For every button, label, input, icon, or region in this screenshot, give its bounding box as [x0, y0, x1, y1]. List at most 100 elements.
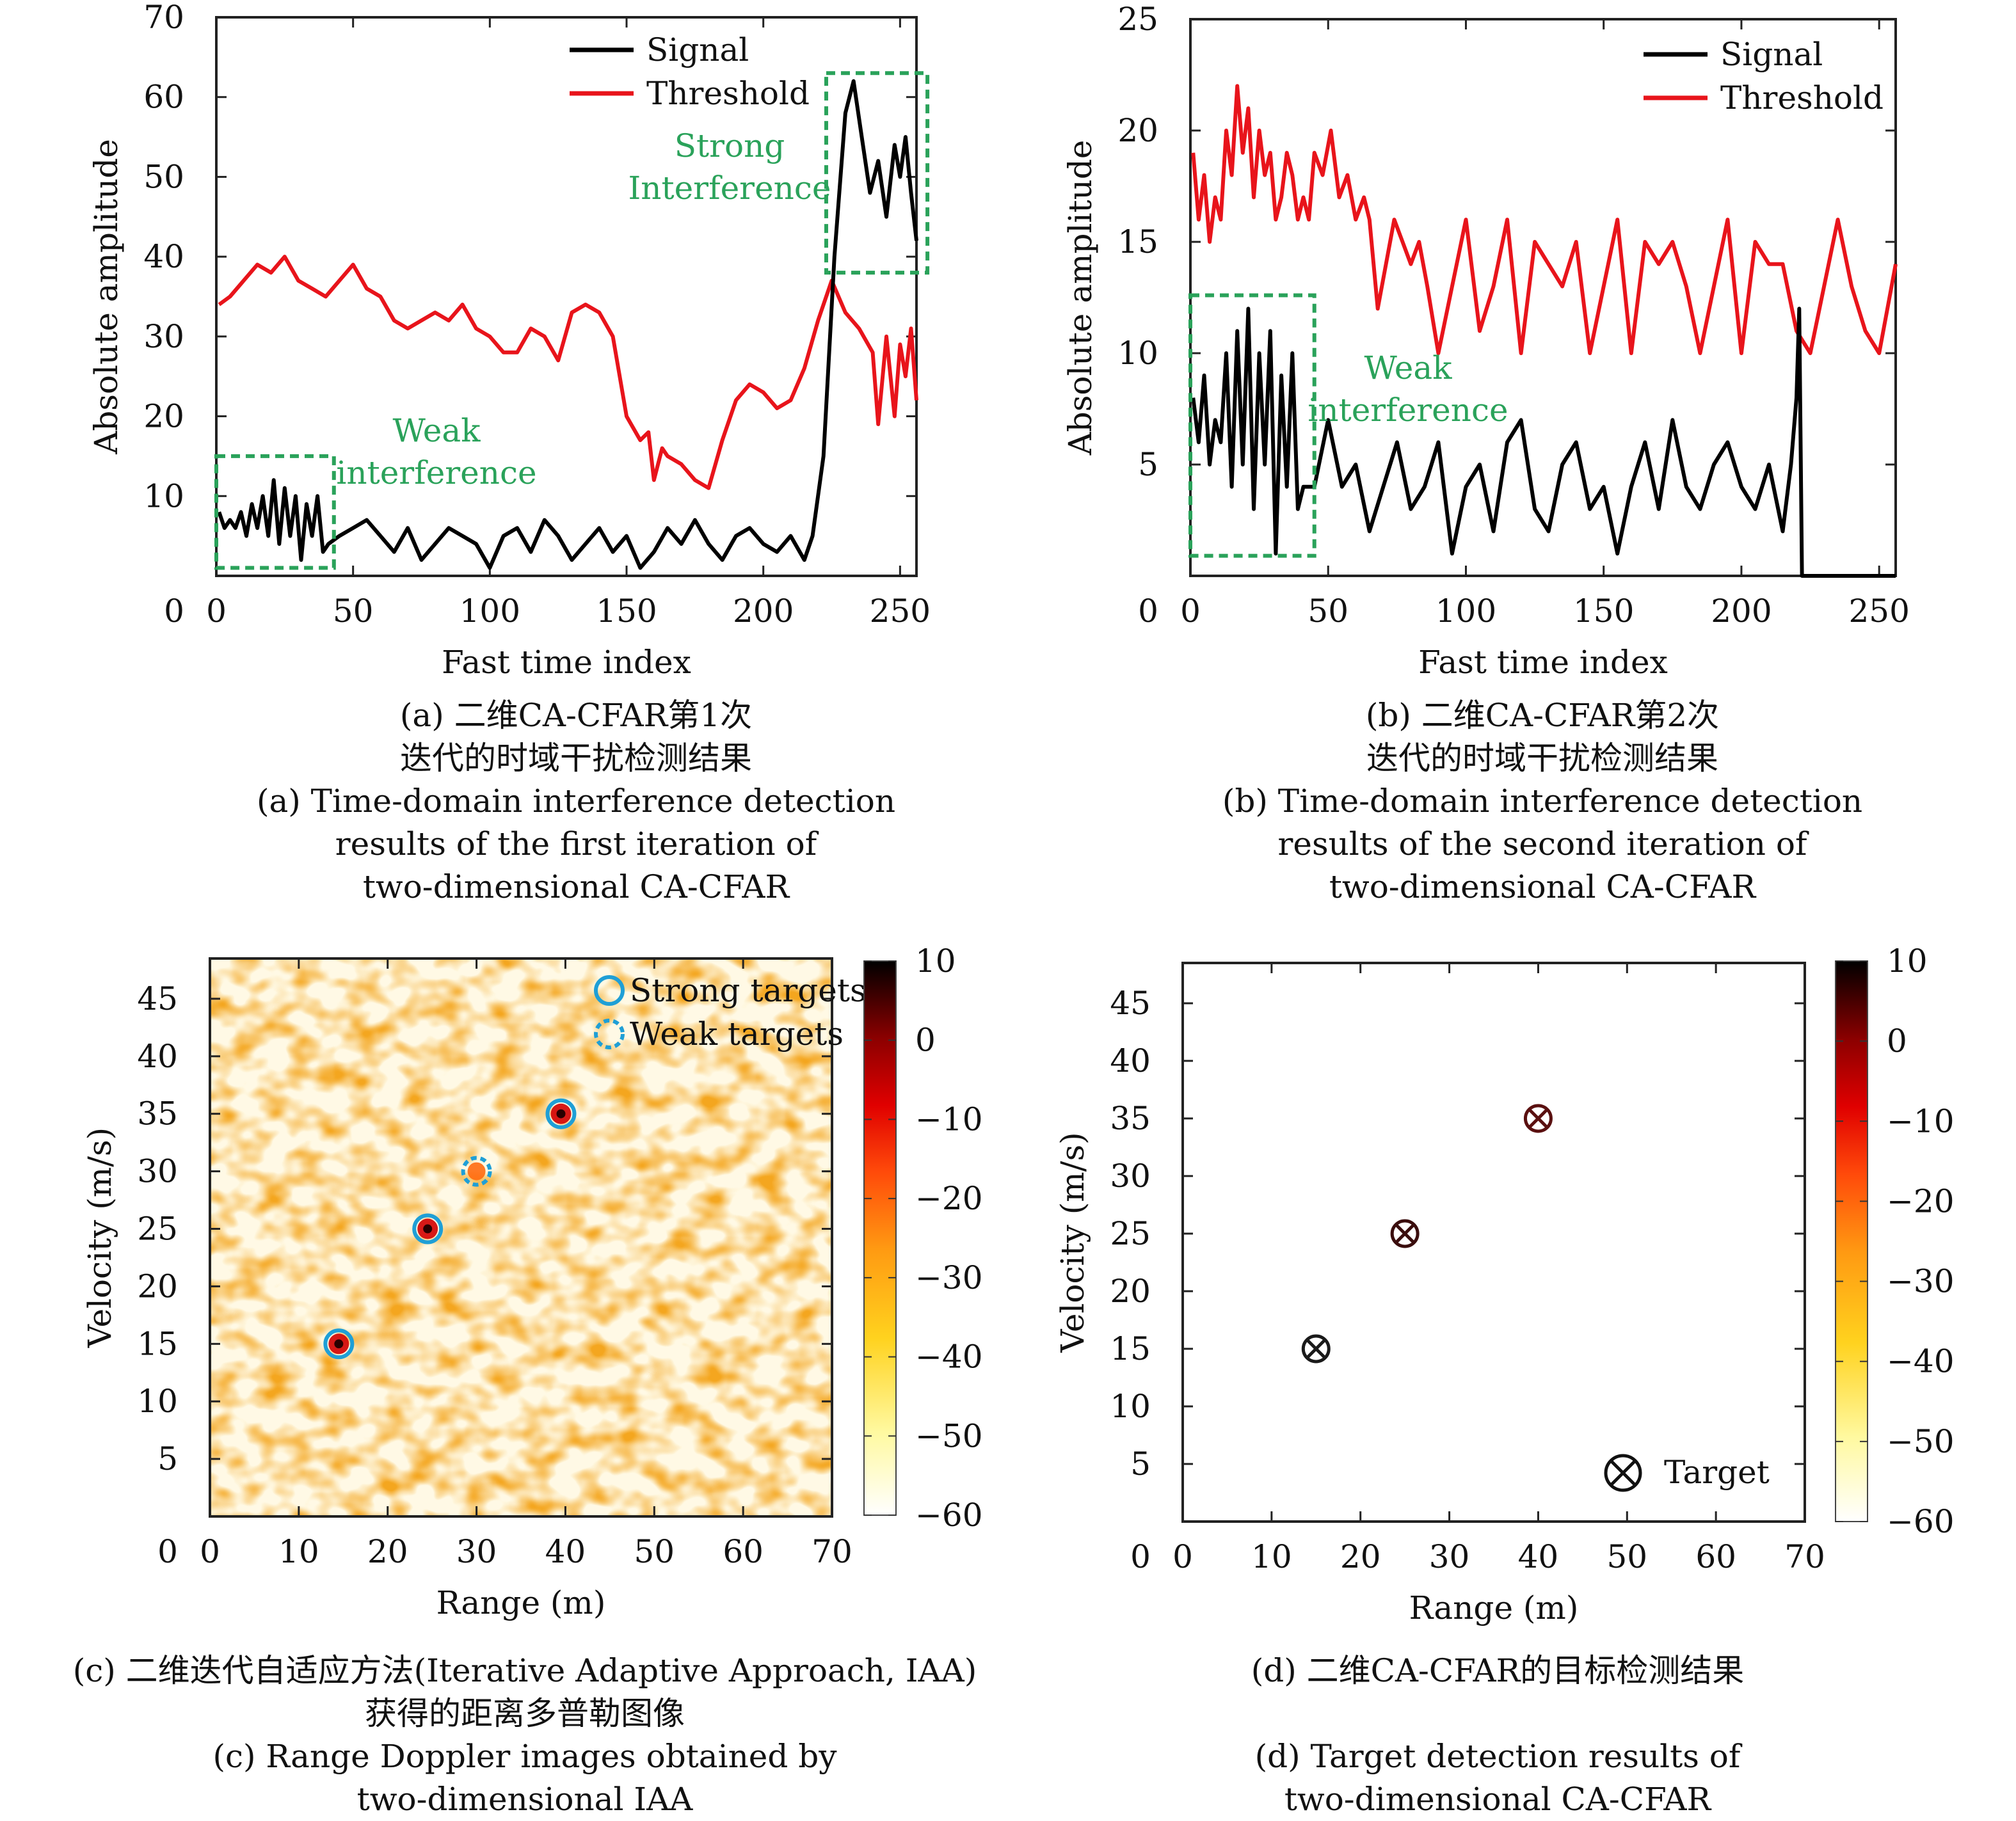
series-signal: [217, 79, 918, 570]
colorbar-tick-label: 0: [915, 1022, 936, 1059]
colorbar-tick-label: −50: [1887, 1423, 1955, 1460]
colorbar-tick-label: 10: [915, 942, 956, 980]
y-axis-label: Velocity (m/s): [1054, 1132, 1091, 1353]
colorbar-tick-label: −30: [1887, 1263, 1955, 1300]
heatmap-speckle: [210, 958, 832, 1516]
strong-target-marker: [545, 1098, 577, 1129]
caption-d-line-3: (d) Target detection results of: [1254, 1738, 1741, 1775]
target-marker: [1301, 1334, 1331, 1364]
annotation-label: Strong: [675, 127, 785, 164]
x-tick-label: 100: [460, 592, 520, 630]
colorbar-tick-label: −40: [915, 1339, 983, 1376]
x-tick-label: 30: [456, 1533, 497, 1570]
legend-label-threshold: Threshold: [646, 75, 810, 112]
y-axis-label: Absolute amplitude: [88, 139, 125, 455]
chart-a-axes: 0 50 100 150 200 250 10 20 30 40 50 60 70 0 Fast time …: [88, 0, 931, 681]
colorbar-tick-label: −30: [915, 1259, 983, 1296]
x-tick-label: 40: [1518, 1538, 1559, 1575]
y-tick-label: 30: [143, 318, 184, 355]
x-tick-label: 0: [206, 592, 227, 630]
x-tick-label: 150: [596, 592, 657, 630]
origin-label: 0: [1138, 592, 1158, 630]
annotation-label: interference: [336, 454, 536, 491]
annotation-box: [824, 71, 930, 275]
chart-a: 0 50 100 150 200 250 10 20 30 40 50 60 70 0 Fast time …: [88, 0, 931, 681]
y-axis-label: Velocity (m/s): [81, 1127, 118, 1348]
target-circle: [1523, 1104, 1553, 1133]
y-tick-label: 15: [1117, 223, 1158, 260]
y-tick-label: 45: [1110, 985, 1151, 1022]
legend-label-signal: Signal: [1720, 36, 1823, 73]
legend-target-icon: [1604, 1454, 1642, 1492]
colorbar-tick-label: −60: [915, 1497, 983, 1534]
caption-d: (d) 二维CA-CFAR的目标检测结果 (d) Target detectio…: [1139, 1650, 1856, 1821]
chart-c-frame: [209, 957, 833, 1518]
origin-label: 0: [164, 592, 184, 630]
chart-a-legend: Signal Threshold: [570, 31, 810, 112]
colorbar-tick-label: 10: [1887, 942, 1928, 980]
caption-c-line-3: (c) Range Doppler images obtained by: [212, 1738, 837, 1775]
series-signal: [1191, 306, 1896, 578]
target-cross: [1610, 1459, 1636, 1486]
series-threshold: [218, 255, 918, 490]
target-circle: [1390, 1219, 1420, 1248]
hot-spot: [467, 1162, 486, 1181]
y-tick-label: 10: [137, 1383, 178, 1420]
colorbar-gradient: [1835, 960, 1868, 1522]
weak-target-marker: [461, 1156, 492, 1187]
x-tick-label: 50: [1606, 1538, 1647, 1575]
y-tick-label: 5: [157, 1440, 178, 1477]
heatmap-image: [210, 958, 832, 1516]
chart-c: 0 10 20 30 40 50 60 70 5 10 15 20 25 30 35 40 45 0 Range (…: [81, 942, 983, 1621]
chart-b-annotations: Weak interference: [1188, 293, 1508, 558]
caption-b-line-3: (b) Time-domain interference detection: [1222, 783, 1863, 820]
x-tick-label: 30: [1429, 1538, 1470, 1575]
x-axis-label: Fast time index: [1418, 644, 1668, 681]
annotation-box: [214, 454, 336, 570]
legend-strong-icon: [594, 975, 625, 1006]
caption-a: (a) 二维CA-CFAR第1次 迭代的时域干扰检测结果 (a) Time-do…: [218, 694, 934, 909]
legend-label-threshold: Threshold: [1720, 79, 1884, 116]
colorbar-tick-label: −10: [1887, 1102, 1955, 1140]
x-tick-label: 150: [1573, 592, 1634, 630]
target-circle: [1301, 1334, 1331, 1364]
x-tick-label: 70: [812, 1533, 852, 1570]
x-tick-label: 0: [200, 1533, 220, 1570]
y-tick-label: 60: [143, 79, 184, 116]
colorbar-tick-label: −20: [915, 1180, 983, 1217]
chart-b-legend: Signal Threshold: [1644, 36, 1884, 116]
caption-a-line-5: two-dimensional CA-CFAR: [362, 868, 790, 905]
caption-d-line-1: (d) 二维CA-CFAR的目标检测结果: [1251, 1652, 1745, 1689]
target-marker: [1523, 1104, 1553, 1133]
legend-strong-label: Strong targets: [630, 972, 867, 1009]
y-tick-label: 5: [1130, 1445, 1151, 1483]
caption-a-line-3: (a) Time-domain interference detection: [256, 783, 896, 820]
colorbar-tick-label: −10: [915, 1101, 983, 1138]
annotation-label: Weak: [392, 412, 481, 449]
y-axis-label: Absolute amplitude: [1062, 140, 1099, 456]
colorbar-gradient: [863, 960, 897, 1516]
y-tick-label: 20: [1110, 1273, 1151, 1310]
y-tick-label: 35: [137, 1095, 178, 1133]
x-tick-label: 60: [1695, 1538, 1736, 1575]
legend-label-signal: Signal: [646, 31, 749, 68]
y-tick-label: 15: [1110, 1330, 1151, 1367]
x-tick-label: 50: [1308, 592, 1348, 630]
legend-weak-label: Weak targets: [630, 1015, 844, 1053]
colorbar-tick-label: −60: [1887, 1503, 1955, 1540]
y-tick-label: 35: [1110, 1100, 1151, 1137]
y-tick-label: 25: [137, 1211, 178, 1248]
chart-d-frame: [1181, 962, 1806, 1523]
x-tick-label: 50: [634, 1533, 675, 1570]
caption-b-line-5: two-dimensional CA-CFAR: [1329, 868, 1756, 905]
annotation-label: interference: [1308, 392, 1508, 429]
target-circle: [1604, 1454, 1642, 1492]
target-cross: [1306, 1339, 1326, 1359]
y-tick-label: 30: [137, 1153, 178, 1190]
caption-b: (b) 二维CA-CFAR第2次 迭代的时域干扰检测结果 (b) Time-do…: [1184, 694, 1901, 909]
x-tick-label: 0: [1180, 592, 1201, 630]
annotation-label: Interference: [628, 170, 831, 207]
annotation-box: [1188, 293, 1316, 558]
legend-target-label: Target: [1664, 1454, 1770, 1491]
